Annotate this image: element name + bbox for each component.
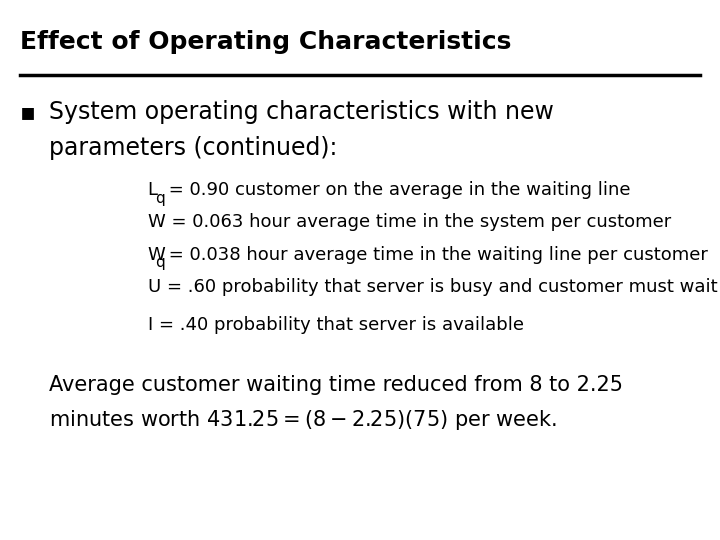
- Text: ▪: ▪: [20, 100, 36, 124]
- Text: System operating characteristics with new: System operating characteristics with ne…: [49, 100, 554, 124]
- Text: parameters (continued):: parameters (continued):: [49, 136, 338, 160]
- Text: minutes worth $431.25 =(8-2.25)($75) per week.: minutes worth $431.25 =(8-2.25)($75) per…: [49, 408, 557, 431]
- Text: = 0.90 customer on the average in the waiting line: = 0.90 customer on the average in the wa…: [163, 181, 631, 199]
- Text: U = .60 probability that server is busy and customer must wait: U = .60 probability that server is busy …: [148, 278, 717, 296]
- Text: Average customer waiting time reduced from 8 to 2.25: Average customer waiting time reduced fr…: [49, 375, 623, 395]
- Text: q: q: [155, 255, 165, 271]
- Text: L: L: [148, 181, 158, 199]
- Text: W = 0.063 hour average time in the system per customer: W = 0.063 hour average time in the syste…: [148, 213, 671, 231]
- Text: W: W: [148, 246, 166, 264]
- Text: = 0.038 hour average time in the waiting line per customer: = 0.038 hour average time in the waiting…: [163, 246, 708, 264]
- Text: Effect of Operating Characteristics: Effect of Operating Characteristics: [20, 30, 511, 53]
- Text: I = .40 probability that server is available: I = .40 probability that server is avail…: [148, 316, 523, 334]
- Text: q: q: [155, 191, 165, 206]
